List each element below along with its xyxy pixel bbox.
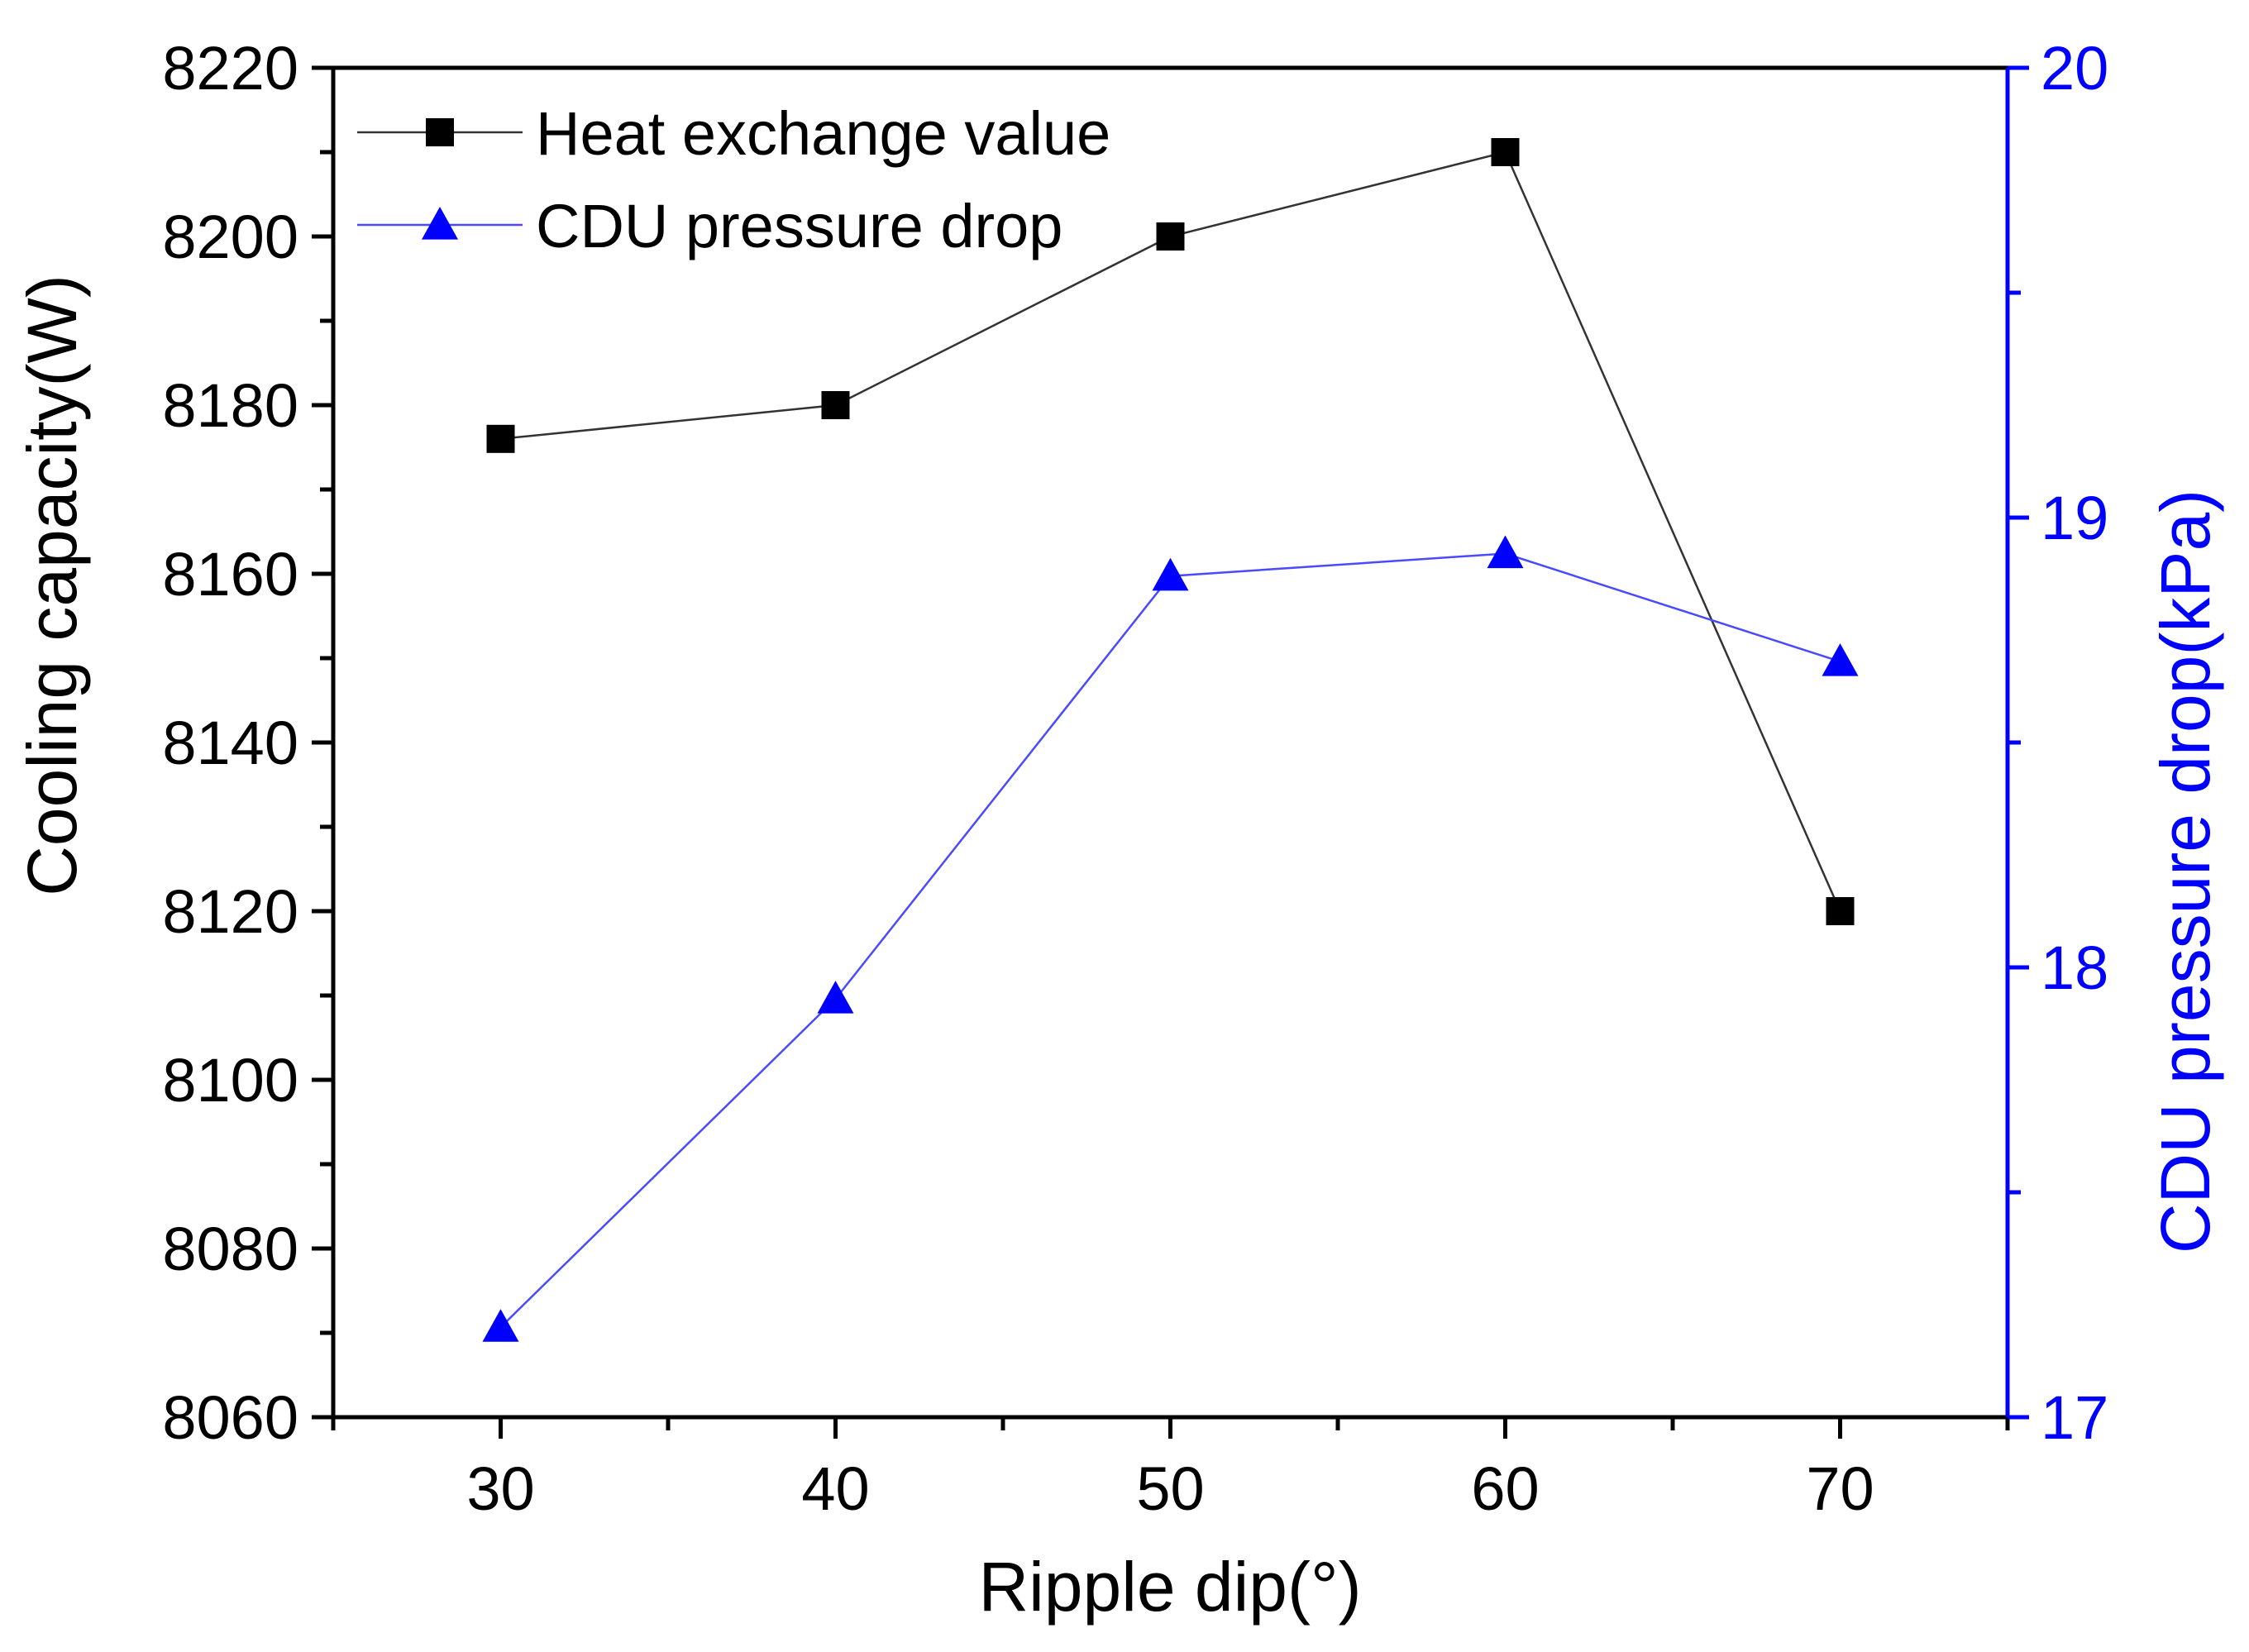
data-point <box>1826 897 1855 925</box>
series-1 <box>486 138 1855 925</box>
data-point <box>1487 535 1524 569</box>
x-axis: 30 40 50 60 70 <box>331 1417 2010 1523</box>
series-layer <box>482 138 1859 1342</box>
plot-frame <box>331 65 2010 1420</box>
data-point <box>1822 643 1859 676</box>
y2-axis-label: CDU pressure drop(kPa) <box>2146 489 2224 1253</box>
y-tick-label: 8120 <box>162 877 298 946</box>
legend-marker <box>422 207 458 240</box>
x-tick-label: 30 <box>466 1454 534 1523</box>
data-point <box>1152 557 1189 591</box>
legend-label: Heat exchange value <box>536 99 1110 168</box>
y-tick-label: 8080 <box>162 1215 298 1283</box>
y2-tick-label: 19 <box>2041 484 2108 552</box>
y-tick-label: 8100 <box>162 1046 298 1115</box>
y-axis-right: 17 18 19 20 <box>2008 34 2108 1452</box>
y2-tick-label: 17 <box>2041 1383 2108 1452</box>
x-tick-label: 40 <box>801 1454 869 1523</box>
legend-marker <box>426 118 454 146</box>
series-line <box>500 150 1841 912</box>
data-point <box>821 391 850 419</box>
series-2 <box>482 535 1859 1342</box>
x-axis-label: Ripple dip(°) <box>978 1548 1361 1626</box>
y-tick-label: 8160 <box>162 540 298 609</box>
y-axis-left: 8060 8080 8100 8120 8140 8160 8180 8200 8220 <box>162 34 333 1452</box>
x-tick-label: 50 <box>1136 1454 1204 1523</box>
data-point <box>1156 222 1185 251</box>
y-axis-label: Cooling capacity(W) <box>13 275 91 896</box>
data-point <box>486 424 515 453</box>
y-tick-label: 8200 <box>162 203 298 271</box>
y-tick-label: 8140 <box>162 709 298 777</box>
y-tick-label: 8220 <box>162 34 298 103</box>
y2-tick-label: 20 <box>2041 34 2108 103</box>
x-tick-label: 70 <box>1806 1454 1874 1523</box>
series-line <box>499 552 1841 1329</box>
legend-label: CDU pressure drop <box>536 192 1062 260</box>
x-tick-label: 60 <box>1471 1454 1539 1523</box>
y-tick-label: 8180 <box>162 371 298 440</box>
data-point <box>1491 138 1520 166</box>
data-point <box>482 1309 519 1342</box>
y2-tick-label: 18 <box>2041 933 2108 1002</box>
legend: Heat exchange value CDU pressure drop <box>357 99 1110 260</box>
y-tick-label: 8060 <box>162 1383 298 1452</box>
data-point <box>817 981 854 1014</box>
